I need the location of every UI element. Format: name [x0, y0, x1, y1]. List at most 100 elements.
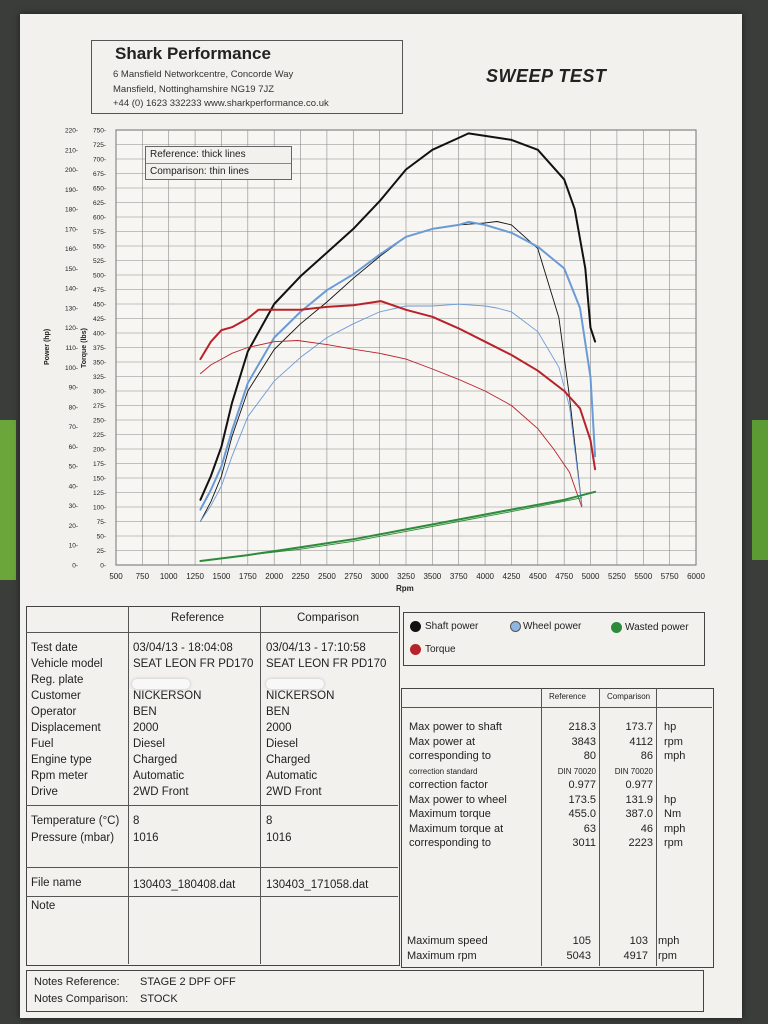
note-label: Note [31, 900, 56, 912]
info-row-comparison: BEN [266, 706, 290, 718]
x-tick-label: 2000 [265, 572, 283, 581]
speed-reference: 105 [572, 935, 591, 947]
info-row-comparison: Charged [266, 754, 311, 766]
power-tick-label: 50- [69, 464, 78, 471]
series-line-shaft-power-thick [199, 132, 597, 501]
env-row-comparison: 8 [266, 815, 273, 827]
power-tick-label: 60- [69, 444, 78, 451]
power-tick-label: 150- [65, 266, 78, 273]
x-tick-label: 1250 [186, 572, 204, 581]
shaft-power-swatch [410, 621, 421, 632]
env-row-reference: 8 [133, 815, 140, 827]
info-col-comparison: Comparison [297, 612, 359, 624]
notes-panel [26, 970, 704, 1012]
torque-tick-label: 525- [93, 258, 106, 265]
power-tick-label: 120- [65, 325, 78, 332]
info-row-comparison: Diesel [266, 738, 298, 750]
series-line-wasted-power-thin [199, 497, 583, 562]
info-row-comparison: 03/04/13 - 17:10:58 [266, 642, 366, 654]
x-tick-label: 4750 [555, 572, 573, 581]
torque-tick-label: 625- [93, 200, 106, 207]
result-label: corresponding to [409, 837, 491, 849]
env-row-comparison: 1016 [266, 832, 292, 844]
notes-comparison-value: STOCK [140, 993, 178, 1005]
info-row-comparison: Automatic [266, 770, 318, 782]
info-row-reference: NICKERSON [133, 690, 202, 702]
result-reference: DIN 70020 [557, 766, 596, 776]
legend-wasted-power: Wasted power [625, 622, 689, 633]
result-reference: 63 [583, 822, 596, 835]
power-tick-label: 70- [69, 424, 78, 431]
results-panel [401, 688, 714, 968]
torque-tick-label: 100- [93, 505, 106, 512]
power-tick-label: 0- [72, 563, 78, 570]
info-row-label: Rpm meter [31, 770, 88, 782]
torque-tick-label: 0- [100, 563, 106, 570]
speed-label: Maximum rpm [407, 949, 477, 962]
result-reference: 218.3 [568, 721, 596, 733]
info-row-reference: Diesel [133, 738, 165, 750]
torque-tick-label: 450- [93, 302, 106, 309]
wasted-power-swatch [611, 622, 622, 633]
speed-comparison: 103 [629, 935, 648, 947]
info-row-label: Fuel [31, 738, 54, 750]
env-row-label: Temperature (°C) [31, 815, 120, 827]
results-col-reference: Reference [549, 692, 586, 701]
torque-tick-label: 275- [93, 403, 106, 410]
torque-tick-label: 250- [93, 418, 106, 425]
x-tick-label: 3750 [450, 572, 468, 581]
info-row-label: Engine type [31, 754, 92, 766]
x-tick-label: 3250 [397, 572, 415, 581]
env-divider [26, 805, 398, 806]
result-unit: rpm [664, 837, 683, 849]
torque-tick-label: 400- [93, 331, 106, 338]
speed-label: Maximum speed [407, 935, 488, 947]
file-divider [26, 867, 398, 868]
file-divider-2 [26, 896, 398, 897]
power-tick-label: 190- [65, 187, 78, 194]
power-tick-label: 210- [65, 147, 78, 154]
result-label: correction standard [409, 766, 478, 776]
power-tick-label: 90- [69, 385, 78, 392]
result-reference: 80 [583, 750, 596, 762]
result-comparison: 131.9 [625, 793, 653, 806]
torque-tick-label: 175- [93, 461, 106, 468]
result-unit: Nm [664, 808, 682, 820]
info-row-reference: Automatic [133, 770, 185, 782]
reg-plate-redacted-cmp [266, 679, 324, 689]
torque-swatch [410, 644, 421, 655]
dyno-chart: 500 750 1000 1250 1500 1750 2000 2250 2500 2750 30… [44, 128, 705, 594]
torque-tick-label: 725- [93, 142, 106, 149]
notes-reference-value: STAGE 2 DPF OFF [140, 976, 236, 988]
info-row-label: Test date [31, 642, 78, 654]
x-tick-label: 5250 [608, 572, 626, 581]
info-row-reference: 2WD Front [133, 786, 189, 798]
torque-axis-label: Torque (lbs) [81, 328, 88, 368]
torque-tick-label: 750- [93, 128, 106, 135]
power-tick-label: 200- [65, 167, 78, 174]
result-unit: rpm [664, 735, 683, 748]
background-green [0, 420, 16, 580]
result-reference: 0.977 [568, 779, 596, 791]
company-address-line2: Mansfield, Nottinghamshire NG19 7JZ [113, 84, 275, 95]
legend-shaft-power: Shaft power [425, 621, 479, 632]
info-row-label: Drive [31, 786, 58, 798]
series-legend-panel [403, 612, 705, 666]
col-divider-1 [128, 606, 129, 964]
torque-tick-label: 650- [93, 186, 106, 193]
speed-unit: mph [658, 935, 680, 947]
torque-tick-label: 325- [93, 374, 106, 381]
series-line-torque-thin [199, 340, 583, 508]
torque-tick-label: 200- [93, 447, 106, 454]
result-comparison: DIN 70020 [614, 766, 653, 776]
company-address-line1: 6 Mansfield Networkcentre, Concorde Way [113, 69, 294, 80]
torque-tick-label: 475- [93, 287, 106, 294]
info-row-comparison: SEAT LEON FR PD170 [266, 658, 387, 670]
env-row-reference: 1016 [133, 832, 159, 844]
power-tick-label: 110- [65, 345, 78, 352]
x-axis-label: Rpm [396, 584, 414, 593]
x-tick-label: 1750 [239, 572, 257, 581]
torque-tick-label: 700- [93, 157, 106, 164]
x-tick-label: 6000 [687, 572, 705, 581]
notes-comparison-label: Notes Comparison: [34, 993, 129, 1005]
